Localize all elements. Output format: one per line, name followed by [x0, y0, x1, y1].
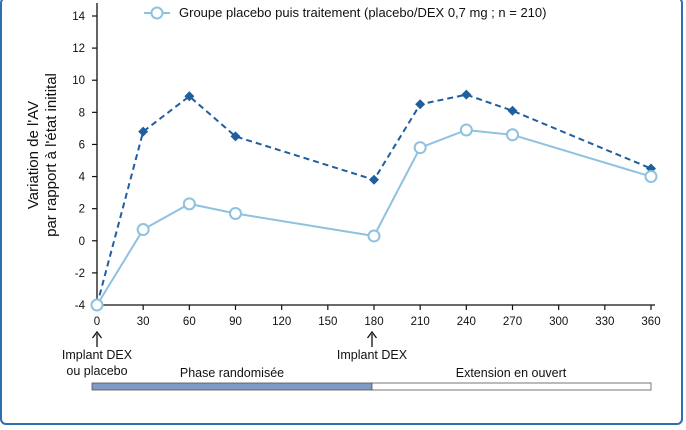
x-tick-label: 270 — [503, 316, 522, 328]
y-tick-label: -4 — [75, 300, 86, 312]
y-tick-label: 4 — [79, 172, 86, 184]
x-tick-label: 300 — [549, 316, 568, 328]
y-axis-label-line1: Variation de l'AV — [25, 101, 42, 209]
data-point — [90, 298, 104, 312]
x-tick-label: 90 — [229, 316, 242, 328]
implant2-label: Implant DEX — [337, 348, 408, 362]
x-tick-label: 120 — [272, 316, 291, 328]
series-line — [96, 128, 652, 306]
x-tick-label: 240 — [457, 316, 476, 328]
y-tick-label: 2 — [79, 204, 85, 216]
y-axis-label-line2: par rapport à l'état initital — [43, 73, 60, 237]
x-tick-label: 150 — [318, 316, 337, 328]
y-tick-label: 8 — [79, 107, 85, 119]
data-point — [461, 89, 472, 100]
y-tick-label: 12 — [72, 43, 85, 55]
axes — [96, 3, 655, 306]
x-tick-label: 180 — [364, 316, 383, 328]
x-tick-label: 30 — [137, 316, 150, 328]
legend: Groupe placebo puis traitement (placebo/… — [144, 5, 546, 20]
data-point — [182, 197, 196, 211]
implant1-label-line2: ou placebo — [66, 364, 127, 378]
legend-label: Groupe placebo puis traitement (placebo/… — [179, 5, 546, 20]
phase-extension-bar — [371, 382, 652, 391]
implant1-label-line1: Implant DEX — [62, 348, 133, 362]
y-tick-label: 10 — [72, 75, 85, 87]
data-point — [507, 105, 518, 116]
x-tick-label: 60 — [183, 316, 196, 328]
arrow-up-icon — [91, 330, 103, 339]
x-ticks: 0 30 60 90 120 150 180 210 240 270 300 330 360 — [94, 305, 661, 328]
y-tick-label: 6 — [79, 139, 85, 151]
x-tick-label: 0 — [94, 316, 100, 328]
data-point — [506, 128, 519, 142]
phase-randomized-bar — [91, 382, 373, 391]
phase-extension-label: Extension en ouvert — [456, 366, 567, 380]
data-point — [369, 174, 379, 185]
y-tick-label: 14 — [72, 11, 85, 23]
implant-annotation-2: Implant DEX — [337, 330, 408, 362]
data-point — [229, 206, 242, 220]
series-line — [96, 93, 652, 306]
data-point — [138, 126, 149, 137]
data-point — [413, 141, 427, 155]
data-point — [136, 223, 150, 237]
phase-bar: Phase randomisée Extension en ouvert — [91, 366, 652, 391]
x-tick-label: 210 — [411, 316, 430, 328]
x-tick-label: 330 — [595, 316, 614, 328]
legend-marker — [150, 6, 164, 20]
x-tick-label: 360 — [641, 316, 660, 328]
data-point — [459, 123, 473, 137]
data-point — [184, 91, 195, 102]
data-point — [230, 131, 241, 142]
arrow-up-icon — [366, 330, 378, 339]
data-point — [367, 229, 381, 243]
y-tick-label: -2 — [75, 268, 85, 280]
implant-annotation-1: Implant DEX ou placebo — [62, 330, 133, 378]
y-ticks: -4 -2 0 2 4 6 8 10 12 14 — [72, 11, 97, 312]
data-point — [415, 99, 426, 110]
series-group — [90, 89, 658, 312]
y-tick-label: 0 — [79, 236, 85, 248]
phase-randomized-label: Phase randomisée — [180, 366, 284, 380]
data-point — [644, 170, 658, 184]
